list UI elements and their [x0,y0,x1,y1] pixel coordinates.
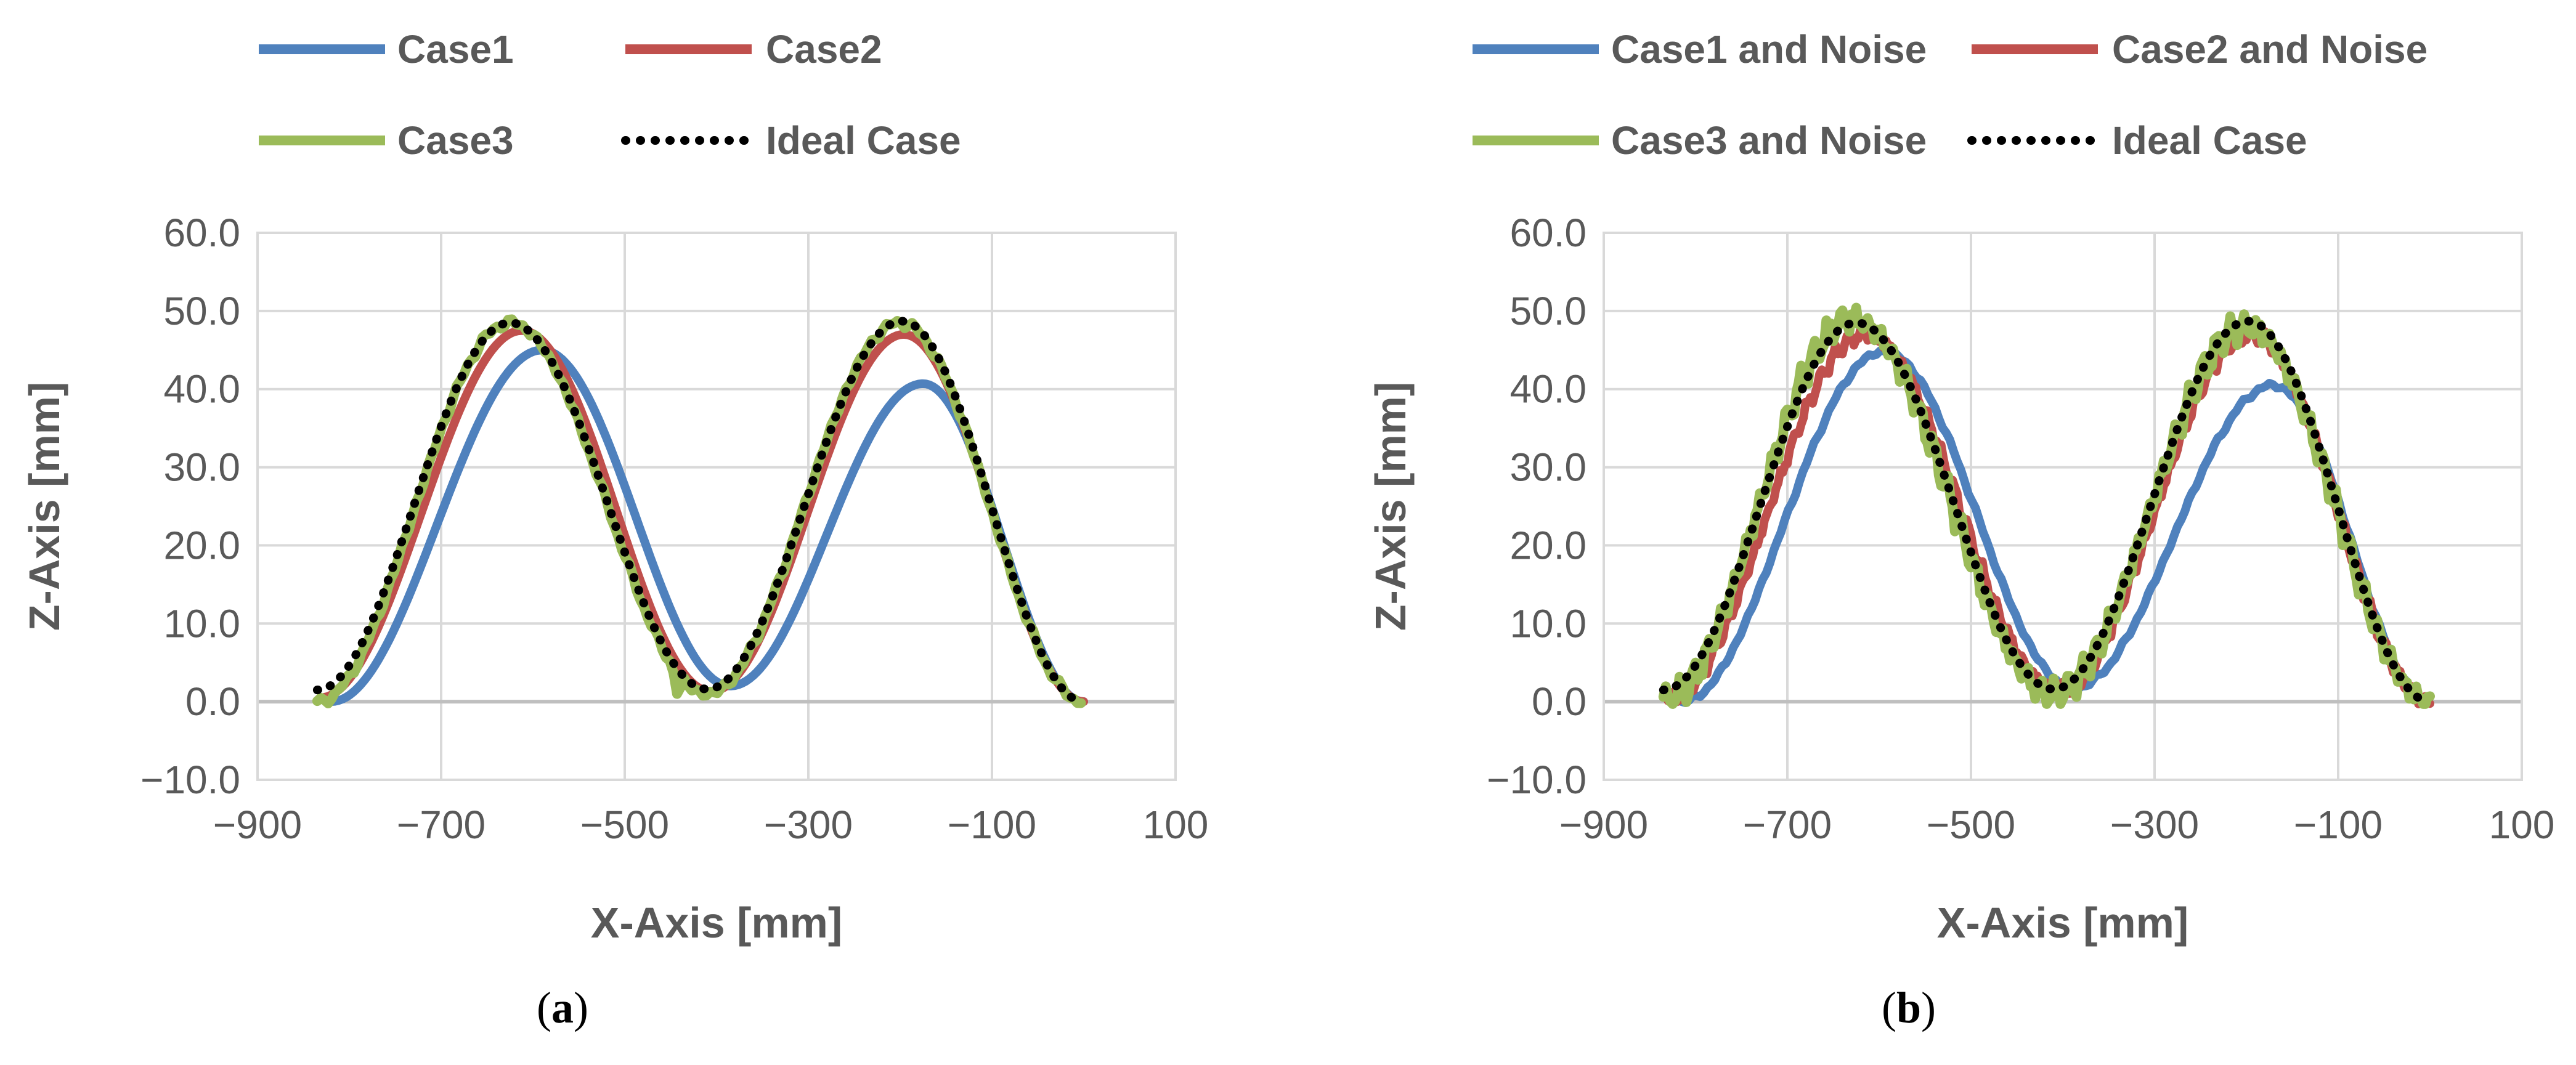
series-line-ideal-case [312,317,1086,706]
series-line-ideal-case [1659,317,2432,706]
legend: Case1 and Noise Case2 and Noise Case3 an… [1473,27,2428,163]
panel-caption: (a) [537,983,588,1032]
legend-label-case2: Case2 [766,27,882,71]
y-tick-label: 30.0 [163,445,240,490]
y-axis-title: Z-Axis [mm] [20,382,68,631]
legend-entry-case1-noise: Case1 and Noise [1473,27,1927,71]
legend-label-case1: Case1 [397,27,514,71]
legend-label-ideal-case: Ideal Case [2112,118,2307,163]
legend-entry-case3-noise: Case3 and Noise [1473,118,1927,163]
y-tick-label: −10.0 [1487,758,1587,802]
y-tick-label: 10.0 [163,601,240,646]
x-tick-label: −300 [2110,803,2199,847]
legend-label-case2-noise: Case2 and Noise [2112,27,2428,71]
legend-label-case1-noise: Case1 and Noise [1611,27,1927,71]
x-tick-labels: −900 −700 −500 −300 −100 100 [213,803,1208,847]
legend-label-ideal-case: Ideal Case [766,118,961,163]
legend-entry-ideal-case: Ideal Case [621,118,961,163]
y-tick-label: 20.0 [1509,523,1587,567]
x-axis-title: X-Axis [mm] [591,899,842,947]
y-tick-label: 10.0 [1509,601,1587,646]
series-lines [312,314,1088,708]
x-tick-label: −900 [213,803,302,847]
y-tick-labels: −10.0 0.0 10.0 20.0 30.0 40.0 50.0 60.0 [1487,211,1587,802]
x-axis-title: X-Axis [mm] [1937,899,2188,947]
legend-entry-ideal-case: Ideal Case [1967,118,2307,163]
x-tick-labels: −900 −700 −500 −300 −100 100 [1559,803,2554,847]
y-tick-label: 60.0 [163,211,240,255]
y-tick-labels: −10.0 0.0 10.0 20.0 30.0 40.0 50.0 60.0 [140,211,240,802]
panel-caption: (b) [1882,983,1936,1032]
y-axis-title: Z-Axis [mm] [1367,382,1415,631]
y-tick-label: 50.0 [1509,289,1587,333]
legend-entry-case2-noise: Case2 and Noise [1972,27,2428,71]
x-tick-label: −700 [397,803,486,847]
legend-entry-case2: Case2 [625,27,882,71]
x-tick-label: −500 [580,803,669,847]
y-tick-label: −10.0 [140,758,240,802]
chart-panel-a: Case1 Case2 Case3 Ideal Case [20,27,1208,1032]
legend-label-case3: Case3 [397,118,514,163]
y-tick-label: 30.0 [1509,445,1587,490]
legend-entry-case3: Case3 [259,118,514,163]
x-tick-label: −100 [2294,803,2383,847]
x-tick-label: −500 [1927,803,2015,847]
y-tick-label: 0.0 [185,679,240,724]
x-tick-label: −900 [1559,803,1648,847]
y-tick-label: 40.0 [163,367,240,411]
legend-label-case3-noise: Case3 and Noise [1611,118,1927,163]
series-lines [1658,302,2435,709]
y-tick-label: 40.0 [1509,367,1587,411]
plot-area-border [1603,232,2523,781]
chart-panel-b: Case1 and Noise Case2 and Noise Case3 an… [1367,27,2554,1032]
legend-entry-case1: Case1 [259,27,514,71]
legend: Case1 Case2 Case3 Ideal Case [259,27,961,163]
y-tick-label: 20.0 [163,523,240,567]
x-tick-label: −300 [764,803,853,847]
x-tick-label: 100 [1143,803,1209,847]
x-tick-label: −700 [1743,803,1832,847]
y-tick-label: 50.0 [163,289,240,333]
x-tick-label: 100 [2489,803,2555,847]
plot-area-border [256,232,1177,781]
y-tick-label: 60.0 [1509,211,1587,255]
y-tick-label: 0.0 [1532,679,1587,724]
x-tick-label: −100 [948,803,1036,847]
